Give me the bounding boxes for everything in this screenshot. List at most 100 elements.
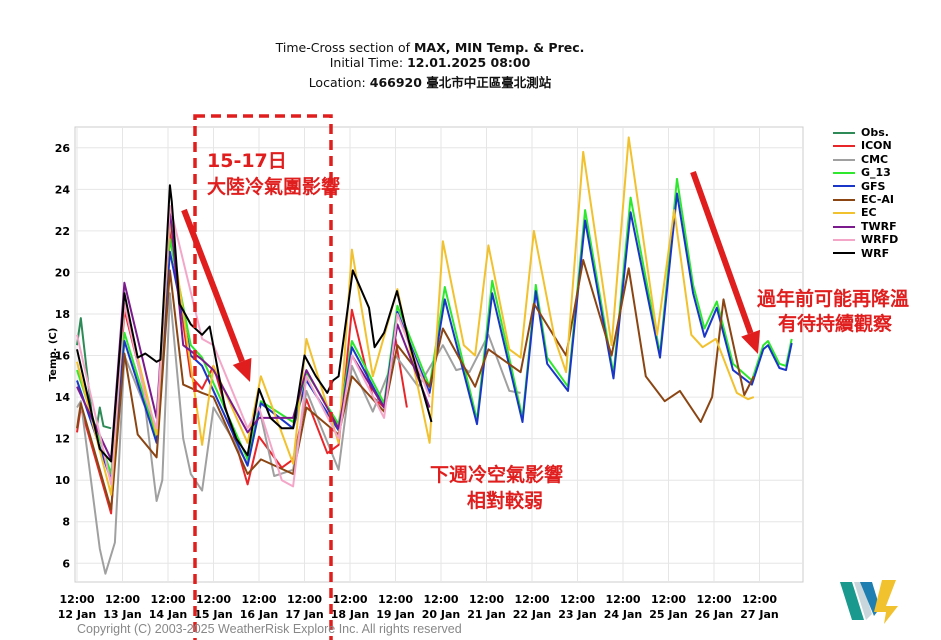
x-tick-date: 26 Jan	[695, 608, 733, 621]
x-tick-date: 19 Jan	[376, 608, 414, 621]
arrow-down-right-head	[741, 329, 761, 354]
legend-item-ec-ai: EC-AI	[833, 193, 898, 206]
copyright: Copyright (C) 2003-2025 WeatherRisk Expl…	[77, 622, 462, 636]
legend-item-cmc: CMC	[833, 153, 898, 166]
x-tick-time: 12:00	[514, 593, 549, 606]
y-tick-label: 24	[55, 183, 71, 196]
y-tick-label: 20	[55, 266, 71, 279]
legend-swatch	[833, 185, 855, 188]
y-axis-label: Temp. (C)	[48, 328, 59, 382]
legend-swatch	[833, 158, 855, 161]
annotation-middle-line1: 下週冷空氣影響	[430, 464, 564, 486]
x-tick-date: 17 Jan	[285, 608, 323, 621]
x-tick-time: 12:00	[605, 593, 640, 606]
x-tick-time: 12:00	[241, 593, 276, 606]
arrow-down-left-head	[232, 357, 252, 382]
series-line-ec	[76, 136, 755, 496]
legend-item-wrfd: WRFD	[833, 233, 898, 246]
x-tick-time: 12:00	[59, 593, 94, 606]
legend-item-ec: EC	[833, 206, 898, 219]
plot-area	[74, 126, 804, 583]
y-tick-label: 8	[62, 516, 70, 529]
legend-label: WRF	[861, 246, 890, 260]
x-tick-time: 12:00	[150, 593, 185, 606]
chart-title-line2: Initial Time: 12.01.2025 08:00	[0, 55, 860, 70]
arrow-down-left-shaft	[181, 208, 245, 363]
legend-item-icon: ICON	[833, 139, 898, 152]
x-tick-date: 12 Jan	[58, 608, 96, 621]
x-tick-date: 13 Jan	[103, 608, 141, 621]
x-tick-time: 12:00	[469, 593, 504, 606]
x-tick-date: 25 Jan	[649, 608, 687, 621]
x-tick-date: 14 Jan	[149, 608, 187, 621]
legend-item-twrf: TWRF	[833, 220, 898, 233]
weatherrisk-logo	[840, 580, 898, 624]
series-line-twrf	[76, 209, 431, 461]
legend-item-gfs: GFS	[833, 180, 898, 193]
x-tick-date: 24 Jan	[604, 608, 642, 621]
legend-swatch	[833, 238, 855, 241]
legend-label: WRFD	[861, 233, 899, 247]
legend-item-g-13: G_13	[833, 166, 898, 179]
x-tick-time: 12:00	[332, 593, 367, 606]
chart-title-line3: Location: 466920 臺北市中正區臺北測站	[0, 72, 860, 91]
annotation-middle-line2: 相對較弱	[467, 490, 544, 512]
x-tick-date: 21 Jan	[467, 608, 505, 621]
series-line-g-13	[76, 177, 793, 475]
annotation-box-subtitle: 大陸冷氣團影響	[207, 176, 341, 198]
legend-swatch	[833, 171, 855, 174]
annotation-box-title: 15-17日	[207, 150, 287, 172]
annotation-right-line1: 過年前可能再降溫	[757, 288, 910, 310]
y-tick-label: 22	[55, 225, 70, 238]
x-tick-date: 16 Jan	[240, 608, 278, 621]
x-tick-date: 15 Jan	[194, 608, 232, 621]
x-tick-time: 12:00	[105, 593, 140, 606]
x-tick-time: 12:00	[651, 593, 686, 606]
x-tick-time: 12:00	[287, 593, 322, 606]
x-tick-time: 12:00	[696, 593, 731, 606]
location-value: 466920 臺北市中正區臺北測站	[369, 75, 552, 90]
y-tick-label: 26	[55, 142, 71, 155]
x-tick-time: 12:00	[196, 593, 231, 606]
dashed-highlight-box	[193, 114, 333, 640]
x-tick-date: 20 Jan	[422, 608, 460, 621]
legend-label: G_13	[861, 166, 891, 180]
title-bold: MAX, MIN Temp. & Prec.	[413, 40, 585, 55]
x-tick-time: 12:00	[423, 593, 458, 606]
y-tick-label: 10	[55, 474, 71, 487]
x-tick-time: 12:00	[742, 593, 777, 606]
legend-swatch	[833, 212, 855, 215]
legend-swatch	[833, 131, 855, 134]
legend-label: Obs.	[861, 126, 889, 139]
legend-item-obs: Obs.	[833, 126, 898, 139]
legend-item-wrf: WRF	[833, 247, 898, 260]
title-prefix: Time-Cross section of	[275, 40, 414, 55]
x-tick-date: 23 Jan	[558, 608, 596, 621]
legend: Obs. ICON CMC G_13 GFS EC-AI EC TWRF WRFD WRF	[833, 126, 898, 260]
legend-label: EC	[861, 206, 877, 220]
legend-label: CMC	[861, 152, 889, 166]
x-tick-date: 22 Jan	[513, 608, 551, 621]
y-tick-label: 12	[55, 433, 70, 446]
legend-swatch	[833, 145, 855, 148]
chart-title-line1: Time-Cross section of MAX, MIN Temp. & P…	[0, 40, 860, 55]
y-tick-label: 6	[62, 557, 70, 570]
y-tick-label: 18	[55, 308, 70, 321]
legend-swatch	[833, 198, 855, 201]
y-tick-label: 14	[55, 391, 71, 404]
init-time-value: 12.01.2025 08:00	[407, 55, 531, 70]
legend-label: ICON	[861, 139, 892, 153]
legend-swatch	[833, 225, 855, 228]
x-tick-date: 18 Jan	[331, 608, 369, 621]
x-tick-time: 12:00	[560, 593, 595, 606]
init-time-label: Initial Time:	[329, 55, 408, 70]
legend-label: TWRF	[861, 219, 897, 233]
series-line-gfs	[76, 192, 793, 482]
y-tick-label: 16	[55, 350, 71, 363]
legend-label: GFS	[861, 179, 886, 193]
x-tick-date: 27 Jan	[740, 608, 778, 621]
arrow-down-right-shaft	[690, 170, 754, 335]
location-label: Location:	[308, 75, 370, 90]
series-line-wrf	[76, 184, 433, 463]
